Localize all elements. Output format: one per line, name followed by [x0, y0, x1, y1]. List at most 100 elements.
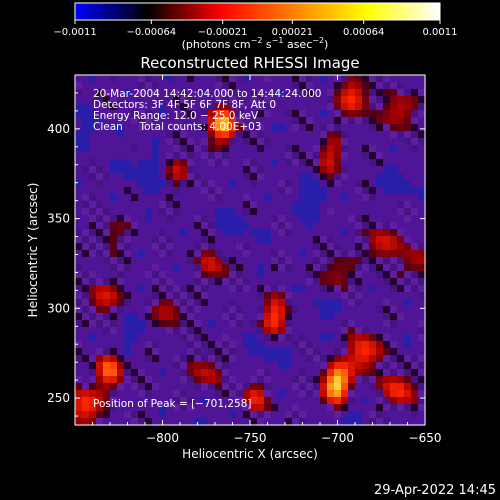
image-pixel: [292, 166, 300, 174]
image-pixel: [285, 243, 293, 251]
image-pixel: [362, 75, 370, 83]
image-pixel: [285, 159, 293, 167]
image-pixel: [236, 285, 244, 293]
image-pixel: [292, 404, 300, 412]
image-pixel: [201, 208, 209, 216]
image-pixel: [376, 320, 384, 328]
image-pixel: [173, 96, 181, 104]
image-pixel: [152, 96, 160, 104]
image-pixel: [383, 257, 391, 265]
image-pixel: [383, 355, 391, 363]
image-pixel: [313, 404, 321, 412]
image-pixel: [117, 180, 125, 188]
image-pixel: [215, 313, 223, 321]
image-pixel: [75, 369, 83, 377]
image-pixel: [278, 355, 286, 363]
image-pixel: [250, 404, 258, 412]
image-pixel: [243, 110, 251, 118]
image-pixel: [299, 145, 307, 153]
image-pixel: [390, 110, 398, 118]
image-pixel: [278, 369, 286, 377]
image-pixel: [397, 145, 405, 153]
image-pixel: [187, 201, 195, 209]
image-pixel: [236, 376, 244, 384]
image-pixel: [257, 418, 265, 426]
image-pixel: [110, 404, 118, 412]
image-pixel: [124, 376, 132, 384]
image-pixel: [299, 369, 307, 377]
image-pixel: [117, 355, 125, 363]
image-pixel: [299, 376, 307, 384]
image-pixel: [250, 75, 258, 83]
image-pixel: [243, 75, 251, 83]
image-pixel: [215, 194, 223, 202]
image-pixel: [173, 208, 181, 216]
image-pixel: [285, 285, 293, 293]
image-pixel: [383, 222, 391, 230]
image-pixel: [187, 229, 195, 237]
image-pixel: [166, 264, 174, 272]
image-pixel: [285, 397, 293, 405]
image-pixel: [194, 397, 202, 405]
colorbar-tick-label: 0.00064: [343, 27, 384, 38]
image-pixel: [243, 418, 251, 426]
image-pixel: [166, 320, 174, 328]
image-pixel: [334, 271, 342, 279]
image-pixel: [131, 159, 139, 167]
image-pixel: [208, 362, 216, 370]
image-pixel: [180, 215, 188, 223]
image-pixel: [376, 110, 384, 118]
image-pixel: [236, 362, 244, 370]
image-pixel: [194, 124, 202, 132]
image-pixel: [250, 166, 258, 174]
image-pixel: [306, 180, 314, 188]
image-pixel: [278, 222, 286, 230]
image-pixel: [138, 250, 146, 258]
image-pixel: [320, 75, 328, 83]
image-pixel: [208, 264, 216, 272]
image-pixel: [390, 89, 398, 97]
image-pixel: [82, 355, 90, 363]
image-pixel: [306, 250, 314, 258]
image-pixel: [152, 89, 160, 97]
image-pixel: [166, 222, 174, 230]
image-pixel: [124, 257, 132, 265]
image-pixel: [313, 124, 321, 132]
colorbar-tick-label: −0.0011: [53, 27, 96, 38]
image-pixel: [383, 159, 391, 167]
image-pixel: [348, 334, 356, 342]
image-pixel: [138, 208, 146, 216]
image-pixel: [285, 292, 293, 300]
image-pixel: [166, 348, 174, 356]
image-pixel: [89, 411, 97, 419]
image-pixel: [341, 208, 349, 216]
image-pixel: [271, 404, 279, 412]
image-pixel: [306, 369, 314, 377]
image-pixel: [271, 376, 279, 384]
image-pixel: [187, 89, 195, 97]
image-pixel: [285, 194, 293, 202]
image-pixel: [75, 320, 83, 328]
image-pixel: [159, 278, 167, 286]
image-pixel: [362, 411, 370, 419]
image-pixel: [194, 131, 202, 139]
image-pixel: [264, 166, 272, 174]
image-pixel: [264, 285, 272, 293]
image-pixel: [292, 187, 300, 195]
image-pixel: [264, 348, 272, 356]
image-pixel: [327, 334, 335, 342]
image-pixel: [362, 180, 370, 188]
image-pixel: [117, 313, 125, 321]
image-pixel: [229, 355, 237, 363]
image-pixel: [180, 166, 188, 174]
image-pixel: [89, 229, 97, 237]
image-pixel: [208, 320, 216, 328]
image-pixel: [341, 327, 349, 335]
image-pixel: [313, 418, 321, 426]
image-pixel: [124, 264, 132, 272]
image-pixel: [418, 369, 426, 377]
image-pixel: [229, 152, 237, 160]
image-pixel: [383, 362, 391, 370]
image-pixel: [222, 236, 230, 244]
